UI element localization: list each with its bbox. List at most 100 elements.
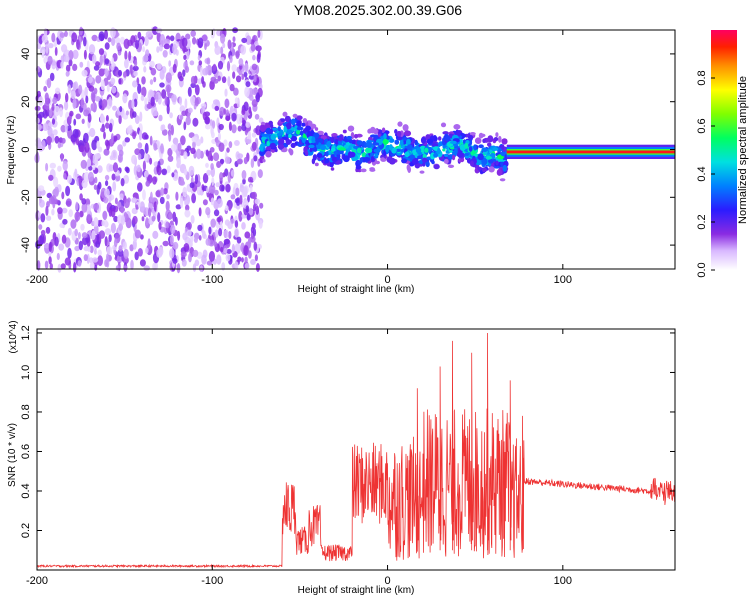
- spectrogram-cell: [194, 84, 200, 96]
- spectrogram-cell: [211, 177, 215, 186]
- spectrogram-cell: [60, 124, 67, 133]
- spectrogram-cell: [201, 254, 207, 265]
- spectrogram-cell: [211, 131, 215, 139]
- spectrogram-cell: [137, 31, 142, 39]
- spectrogram-cell: [205, 123, 211, 130]
- spectrogram-cell: [94, 176, 98, 184]
- spectrogram-cell: [91, 34, 98, 42]
- spectrogram-cell: [36, 123, 42, 131]
- spectrogram-cell: [115, 265, 120, 271]
- spectrogram-cell: [45, 43, 49, 54]
- spectrogram-cell: [101, 99, 108, 108]
- spectrogram-cell: [234, 228, 239, 238]
- spectrogram-cell: [73, 118, 77, 126]
- spectrogram-cell: [114, 197, 118, 205]
- spectrogram-cell: [224, 98, 230, 109]
- spectrogram-cell: [228, 141, 233, 149]
- y-tick-label: 20: [20, 96, 32, 108]
- spectrogram-cell: [161, 168, 167, 175]
- spectrogram-cell: [331, 133, 338, 137]
- spectrogram-cell: [475, 159, 482, 166]
- spectrogram-cell: [216, 254, 222, 265]
- spectrogram-cell: [97, 255, 103, 267]
- spectrogram-cell: [149, 157, 153, 165]
- spectrogram-cell: [64, 257, 71, 266]
- spectrogram-cell: [311, 136, 316, 144]
- spectrogram-cell: [38, 111, 45, 118]
- spectrogram-cell: [302, 118, 308, 124]
- spectrogram-cell: [170, 224, 176, 235]
- spectrogram-cell: [116, 254, 123, 264]
- spectrogram-cell: [309, 148, 313, 153]
- spectrogram-cell: [205, 207, 211, 216]
- spectrogram-cell: [261, 136, 267, 141]
- spectrogram-cell: [214, 45, 221, 56]
- spectrogram-cell: [202, 173, 209, 184]
- spectrogram-cell: [271, 127, 278, 131]
- spectrogram-cell: [167, 148, 173, 157]
- spectrogram-cell: [51, 118, 56, 125]
- spectrogram-cell: [81, 232, 88, 239]
- spectrogram-cell: [248, 207, 254, 216]
- spectrogram-cell: [433, 152, 439, 158]
- spectrogram-cell: [192, 37, 197, 45]
- spectrogram-cell: [294, 125, 298, 132]
- spectrogram-cell: [214, 229, 219, 238]
- spectrogram-cell: [67, 247, 72, 259]
- spectrogram-cell: [282, 122, 287, 127]
- spectrogram-cell: [399, 139, 404, 147]
- spectrogram-band: [506, 150, 675, 154]
- spectrogram-cell: [232, 71, 236, 79]
- spectrogram-cell: [337, 147, 345, 151]
- spectrogram-y-ticks: -40 -20 0 20 40: [20, 48, 675, 253]
- spectrogram-cell: [171, 172, 175, 178]
- spectrogram-cell: [62, 160, 68, 171]
- spectrogram-cell: [84, 86, 88, 98]
- spectrogram-cell: [100, 115, 106, 124]
- spectrogram-cell: [210, 197, 215, 206]
- spectrogram-cell: [254, 254, 258, 262]
- spectrogram-cell: [93, 248, 97, 255]
- spectrogram-cell: [180, 251, 187, 258]
- spectrogram-cell: [445, 135, 451, 142]
- spectrogram-cell: [296, 126, 304, 131]
- spectrogram-cell: [238, 210, 243, 222]
- spectrogram-cell: [220, 33, 226, 44]
- spectrogram-cell: [57, 165, 62, 172]
- spectrogram-cell: [50, 195, 57, 204]
- spectrogram-cell: [198, 235, 202, 241]
- spectrogram-cell: [234, 97, 239, 104]
- spectrogram-cell: [153, 111, 159, 117]
- spectrogram-cell: [255, 205, 260, 215]
- spectrogram-cell: [110, 77, 116, 85]
- spectrogram-cell: [110, 133, 114, 144]
- spectrogram-cell: [34, 105, 41, 112]
- spectrogram-cell: [402, 124, 409, 132]
- spectrogram-cell: [249, 95, 254, 101]
- spectrogram-cell: [129, 244, 134, 252]
- spectrogram-cell: [241, 109, 246, 116]
- spectrogram-cell: [143, 66, 147, 73]
- spectrogram-cell: [459, 144, 466, 152]
- spectrogram-cell: [172, 63, 177, 73]
- spectrogram-cell: [478, 144, 484, 149]
- spectrogram-cell: [49, 263, 53, 270]
- spectrogram-cell: [65, 64, 71, 72]
- spectrogram-cell: [38, 211, 41, 218]
- spectrogram-cell: [335, 160, 342, 165]
- spectrogram-cell: [329, 160, 334, 168]
- spectrogram-cell: [39, 234, 45, 245]
- x-tick-label: -200: [26, 274, 48, 286]
- spectrogram-cell: [38, 224, 43, 230]
- spectrogram-cell: [385, 145, 390, 153]
- spectrogram-cell: [42, 123, 49, 131]
- spectrogram-cell: [46, 136, 53, 144]
- spectrogram-cell: [52, 129, 58, 136]
- spectrogram-cell: [83, 254, 88, 262]
- spectrogram-cell: [72, 63, 78, 71]
- spectrogram-cell: [178, 75, 184, 82]
- spectrogram-cell: [206, 169, 212, 176]
- spectrogram-cell: [254, 113, 260, 120]
- spectrogram-cell: [500, 151, 506, 157]
- spectrogram-cell: [193, 237, 198, 243]
